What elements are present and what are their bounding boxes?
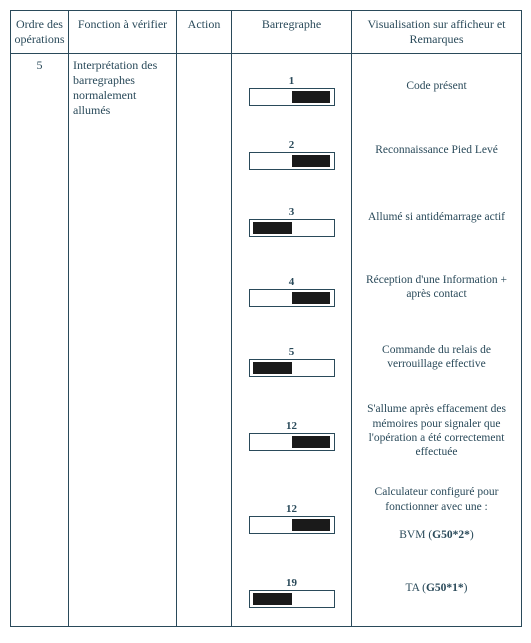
remark-text: Réception d'une Information + après cont…	[356, 273, 517, 302]
bargraph-number: 12	[236, 420, 347, 432]
remark: Allumé si antidémarrage actif	[352, 182, 521, 252]
bargraph-block: 12	[236, 396, 347, 474]
header-vi: Visualisation sur afficheur et Remarques	[352, 11, 522, 54]
header-row: Ordre des opérations Fonction à vérifier…	[11, 11, 522, 54]
bargraph-cell: 12345121219	[232, 54, 352, 627]
bargraph-block: 3	[236, 186, 347, 256]
remark: Commande du relais de verrouillage effec…	[352, 322, 521, 392]
header-op: Ordre des opérations	[11, 11, 69, 54]
bargraph-number: 12	[236, 503, 347, 515]
bargraph-rect	[249, 219, 335, 237]
bargraph-number: 4	[236, 276, 347, 288]
remark: Code présent	[352, 54, 521, 118]
remark-text: Code présent	[356, 79, 517, 93]
remark: TA (G50*1*)	[352, 558, 521, 618]
bargraph-rect	[249, 152, 335, 170]
action-cell	[177, 54, 232, 627]
remark-text: Commande du relais de verrouillage effec…	[356, 343, 517, 372]
bargraph-fill	[292, 91, 331, 103]
bargraph-rect	[249, 590, 335, 608]
header-ac: Action	[177, 11, 232, 54]
remark: S'allume après effacement des mémoires p…	[352, 392, 521, 470]
bargraph-number: 3	[236, 206, 347, 218]
bargraph-fill	[292, 292, 331, 304]
bargraph-block: 5	[236, 326, 347, 396]
header-fn: Fonction à vérifier	[69, 11, 177, 54]
bargraph-block: 2	[236, 122, 347, 186]
bargraph-block: 1	[236, 58, 347, 122]
bargraph-block: 4	[236, 256, 347, 326]
bargraph-fill	[253, 593, 292, 605]
remark-text: Allumé si antidémarrage actif	[356, 210, 517, 224]
bargraph-number: 1	[236, 75, 347, 87]
operation-number: 5	[37, 58, 43, 72]
remarks-cell: Code présent Reconnaissance Pied Levé Allu…	[352, 54, 522, 627]
bargraph-number: 5	[236, 346, 347, 358]
remark: Reconnaissance Pied Levé	[352, 118, 521, 182]
bargraph-rect	[249, 289, 335, 307]
bargraph-block: 19	[236, 562, 347, 622]
bargraph-rect	[249, 359, 335, 377]
bargraph-rect	[249, 516, 335, 534]
bargraph-fill	[292, 519, 331, 531]
remark: Réception d'une Information + après cont…	[352, 252, 521, 322]
remark: Calculateur configuré pour fonctionner a…	[352, 470, 521, 558]
function-text: Interprétation des barregraphes normalem…	[73, 58, 157, 117]
remark-text: Reconnaissance Pied Levé	[356, 143, 517, 157]
bargraph-fill	[253, 222, 292, 234]
remark-text: Calculateur configuré pour fonctionner a…	[356, 485, 517, 543]
diagnostic-table: Ordre des opérations Fonction à vérifier…	[10, 10, 522, 627]
body-row: 5 Interprétation des barregraphes normal…	[11, 54, 522, 627]
bargraph-number: 19	[236, 577, 347, 589]
remark-text: TA (G50*1*)	[356, 581, 517, 595]
bargraph-rect	[249, 433, 335, 451]
function-cell: Interprétation des barregraphes normalem…	[69, 54, 177, 627]
operation-number-cell: 5	[11, 54, 69, 627]
header-bg: Barregraphe	[232, 11, 352, 54]
bargraph-block: 12	[236, 474, 347, 562]
bargraph-number: 2	[236, 139, 347, 151]
bargraph-rect	[249, 88, 335, 106]
remark-text: S'allume après effacement des mémoires p…	[356, 402, 517, 460]
bargraph-fill	[292, 155, 331, 167]
bargraph-fill	[292, 436, 331, 448]
bargraph-fill	[253, 362, 292, 374]
